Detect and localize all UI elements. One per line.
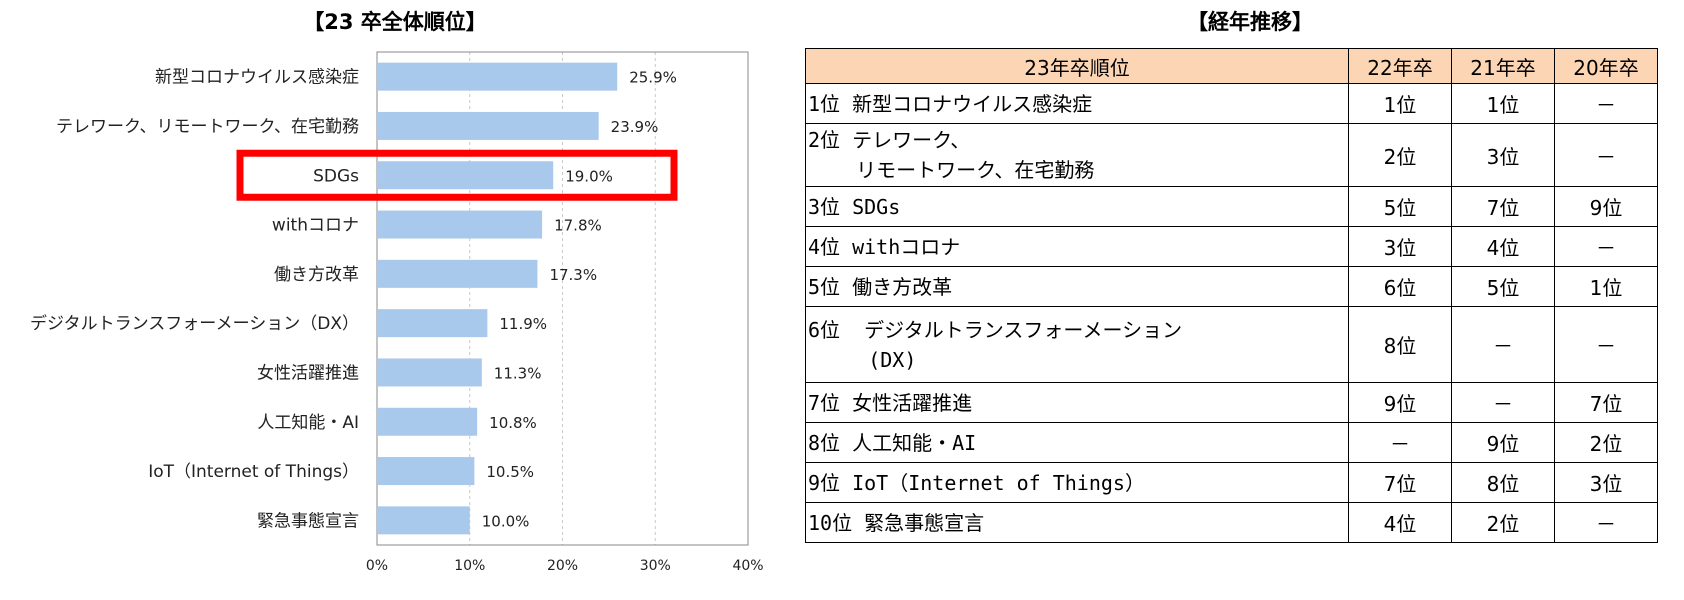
year21-cell: － [1451, 382, 1555, 423]
bar [377, 407, 478, 436]
year20-cell: 7位 [1554, 382, 1658, 423]
bar [377, 506, 470, 535]
x-tick-label: 0% [366, 558, 388, 574]
category-label: 働き方改革 [274, 265, 359, 285]
year21-cell: 1位 [1451, 83, 1555, 124]
year22-cell: 6位 [1348, 266, 1452, 307]
year22-cell: 2位 [1348, 123, 1452, 187]
category-label: 女性活躍推進 [257, 363, 359, 383]
category-label: テレワーク、リモートワーク、在宅勤務 [56, 117, 359, 137]
table-row: 3位 SDGs 5位 7位 9位 [805, 186, 1658, 227]
year21-cell: 4位 [1451, 226, 1555, 267]
year21-cell: － [1451, 306, 1555, 383]
bar-chart: 0% 10% 20% 30% 40% 新型コロナウイルス感染症 25.9% テレワーク、リモー… [30, 51, 764, 574]
category-label: デジタルトランスフォーメーション（DX） [30, 313, 359, 334]
bar [377, 358, 482, 387]
year22-cell: 1位 [1348, 83, 1452, 124]
year20-cell: － [1554, 226, 1658, 267]
bar [377, 259, 538, 288]
table-row: 7位 女性活躍推進 9位－ 7位 [805, 382, 1658, 423]
table-row: 5位 働き方改革 6位 5位 1位 [805, 266, 1658, 307]
rank-cell: 4位 withコロナ [805, 226, 1349, 267]
value-label: 19.0% [565, 167, 613, 185]
value-label: 11.9% [499, 315, 547, 333]
category-label: withコロナ [272, 216, 359, 236]
year20-cell: 3位 [1554, 462, 1658, 503]
table-row: 1位 新型コロナウイルス感染症 1位 1位－ [805, 83, 1658, 124]
category-label: SDGs [313, 166, 359, 186]
rank-cell: 3位 SDGs [805, 186, 1349, 227]
value-label: 25.9% [629, 69, 677, 87]
rank-cell: 1位 新型コロナウイルス感染症 [805, 83, 1349, 124]
year22-cell: 9位 [1348, 382, 1452, 423]
year20-cell: － [1554, 123, 1658, 187]
year21-cell: 8位 [1451, 462, 1555, 503]
category-label: 緊急事態宣言 [257, 511, 359, 531]
bar [377, 161, 554, 190]
table-row: 9位 IoT（Internet of Things） 7位 8位 3位 [805, 462, 1658, 503]
table-row: 10位 緊急事態宣言 4位 2位－ [805, 502, 1658, 543]
header-22: 22年卒 [1348, 48, 1452, 84]
year22-cell: 8位 [1348, 306, 1452, 383]
bar [377, 210, 543, 239]
year20-cell: － [1554, 83, 1658, 124]
value-label: 10.5% [486, 463, 534, 481]
bar [377, 457, 475, 486]
rank-cell: 10位 緊急事態宣言 [805, 502, 1349, 543]
x-tick-label: 30% [640, 558, 671, 574]
header-20: 20年卒 [1554, 48, 1658, 84]
bar [377, 309, 488, 338]
year22-cell: 5位 [1348, 186, 1452, 227]
year20-cell: － [1554, 306, 1658, 383]
year21-cell: 3位 [1451, 123, 1555, 187]
rank-cell: 9位 IoT（Internet of Things） [805, 462, 1349, 503]
rank-cell: 2位 テレワーク、 リモートワーク、在宅勤務 [805, 123, 1349, 187]
value-label: 10.8% [489, 414, 537, 432]
value-label: 11.3% [494, 364, 542, 382]
table-header-row: 23年卒順位 22年卒 21年卒 20年卒 [805, 48, 1658, 84]
rank-cell: 5位 働き方改革 [805, 266, 1349, 307]
year21-cell: 2位 [1451, 502, 1555, 543]
chart-title: 【23 卒全体順位】 [303, 10, 487, 34]
value-label: 17.3% [549, 266, 597, 284]
x-tick-label: 10% [454, 558, 485, 574]
value-label: 23.9% [611, 118, 659, 136]
category-label: 人工知能・AI [257, 413, 359, 433]
rank-cell: 7位 女性活躍推進 [805, 382, 1349, 423]
header-21: 21年卒 [1451, 48, 1555, 84]
value-label: 10.0% [482, 512, 530, 530]
value-label: 17.8% [554, 217, 602, 235]
year20-cell: 1位 [1554, 266, 1658, 307]
year21-cell: 7位 [1451, 186, 1555, 227]
category-label: 新型コロナウイルス感染症 [155, 68, 359, 88]
year21-cell: 5位 [1451, 266, 1555, 307]
x-tick-label: 20% [547, 558, 578, 574]
year22-cell: 7位 [1348, 462, 1452, 503]
trend-table: 23年卒順位 22年卒 21年卒 20年卒 1位 新型コロナウイルス感染症 1位 1… [805, 48, 1658, 543]
year20-cell: － [1554, 502, 1658, 543]
table-row: 4位 withコロナ 3位 4位－ [805, 226, 1658, 267]
year21-cell: 9位 [1451, 422, 1555, 463]
year20-cell: 2位 [1554, 422, 1658, 463]
rank-cell: 8位 人工知能・AI [805, 422, 1349, 463]
bar [377, 111, 599, 140]
year22-cell: 4位 [1348, 502, 1452, 543]
x-tick-label: 40% [732, 558, 763, 574]
table-row: 6位 デジタルトランスフォーメーション (DX) 8位－－ [805, 306, 1658, 383]
plot-frame [376, 51, 749, 546]
year20-cell: 9位 [1554, 186, 1658, 227]
highlight-box [236, 149, 678, 201]
year22-cell: － [1348, 422, 1452, 463]
category-label: IoT（Internet of Things） [148, 462, 359, 482]
year22-cell: 3位 [1348, 226, 1452, 267]
table-row: 8位 人工知能・AI － 9位 2位 [805, 422, 1658, 463]
table-title: 【経年推移】 [1187, 10, 1313, 34]
rank-cell: 6位 デジタルトランスフォーメーション (DX) [805, 306, 1349, 383]
table-row: 2位 テレワーク、 リモートワーク、在宅勤務 2位 3位－ [805, 123, 1658, 187]
bar [377, 62, 618, 91]
header-rank-23: 23年卒順位 [805, 48, 1349, 84]
